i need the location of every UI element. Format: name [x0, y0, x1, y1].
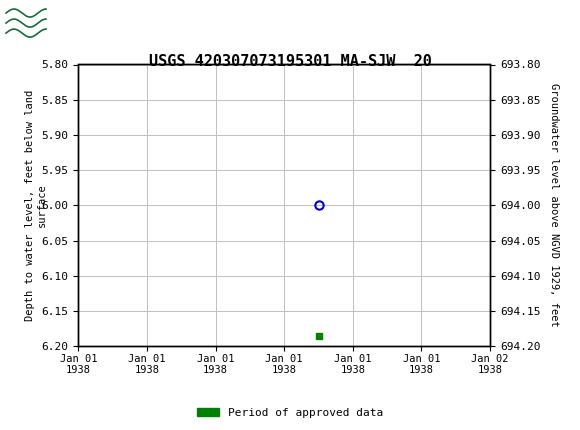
Y-axis label: Groundwater level above NGVD 1929, feet: Groundwater level above NGVD 1929, feet [549, 83, 559, 327]
Text: USGS 420307073195301 MA-SJW  20: USGS 420307073195301 MA-SJW 20 [148, 54, 432, 69]
Y-axis label: Depth to water level, feet below land
surface: Depth to water level, feet below land su… [25, 90, 47, 321]
Text: USGS: USGS [55, 13, 119, 33]
FancyBboxPatch shape [4, 4, 48, 41]
Legend: Period of approved data: Period of approved data [193, 403, 387, 422]
